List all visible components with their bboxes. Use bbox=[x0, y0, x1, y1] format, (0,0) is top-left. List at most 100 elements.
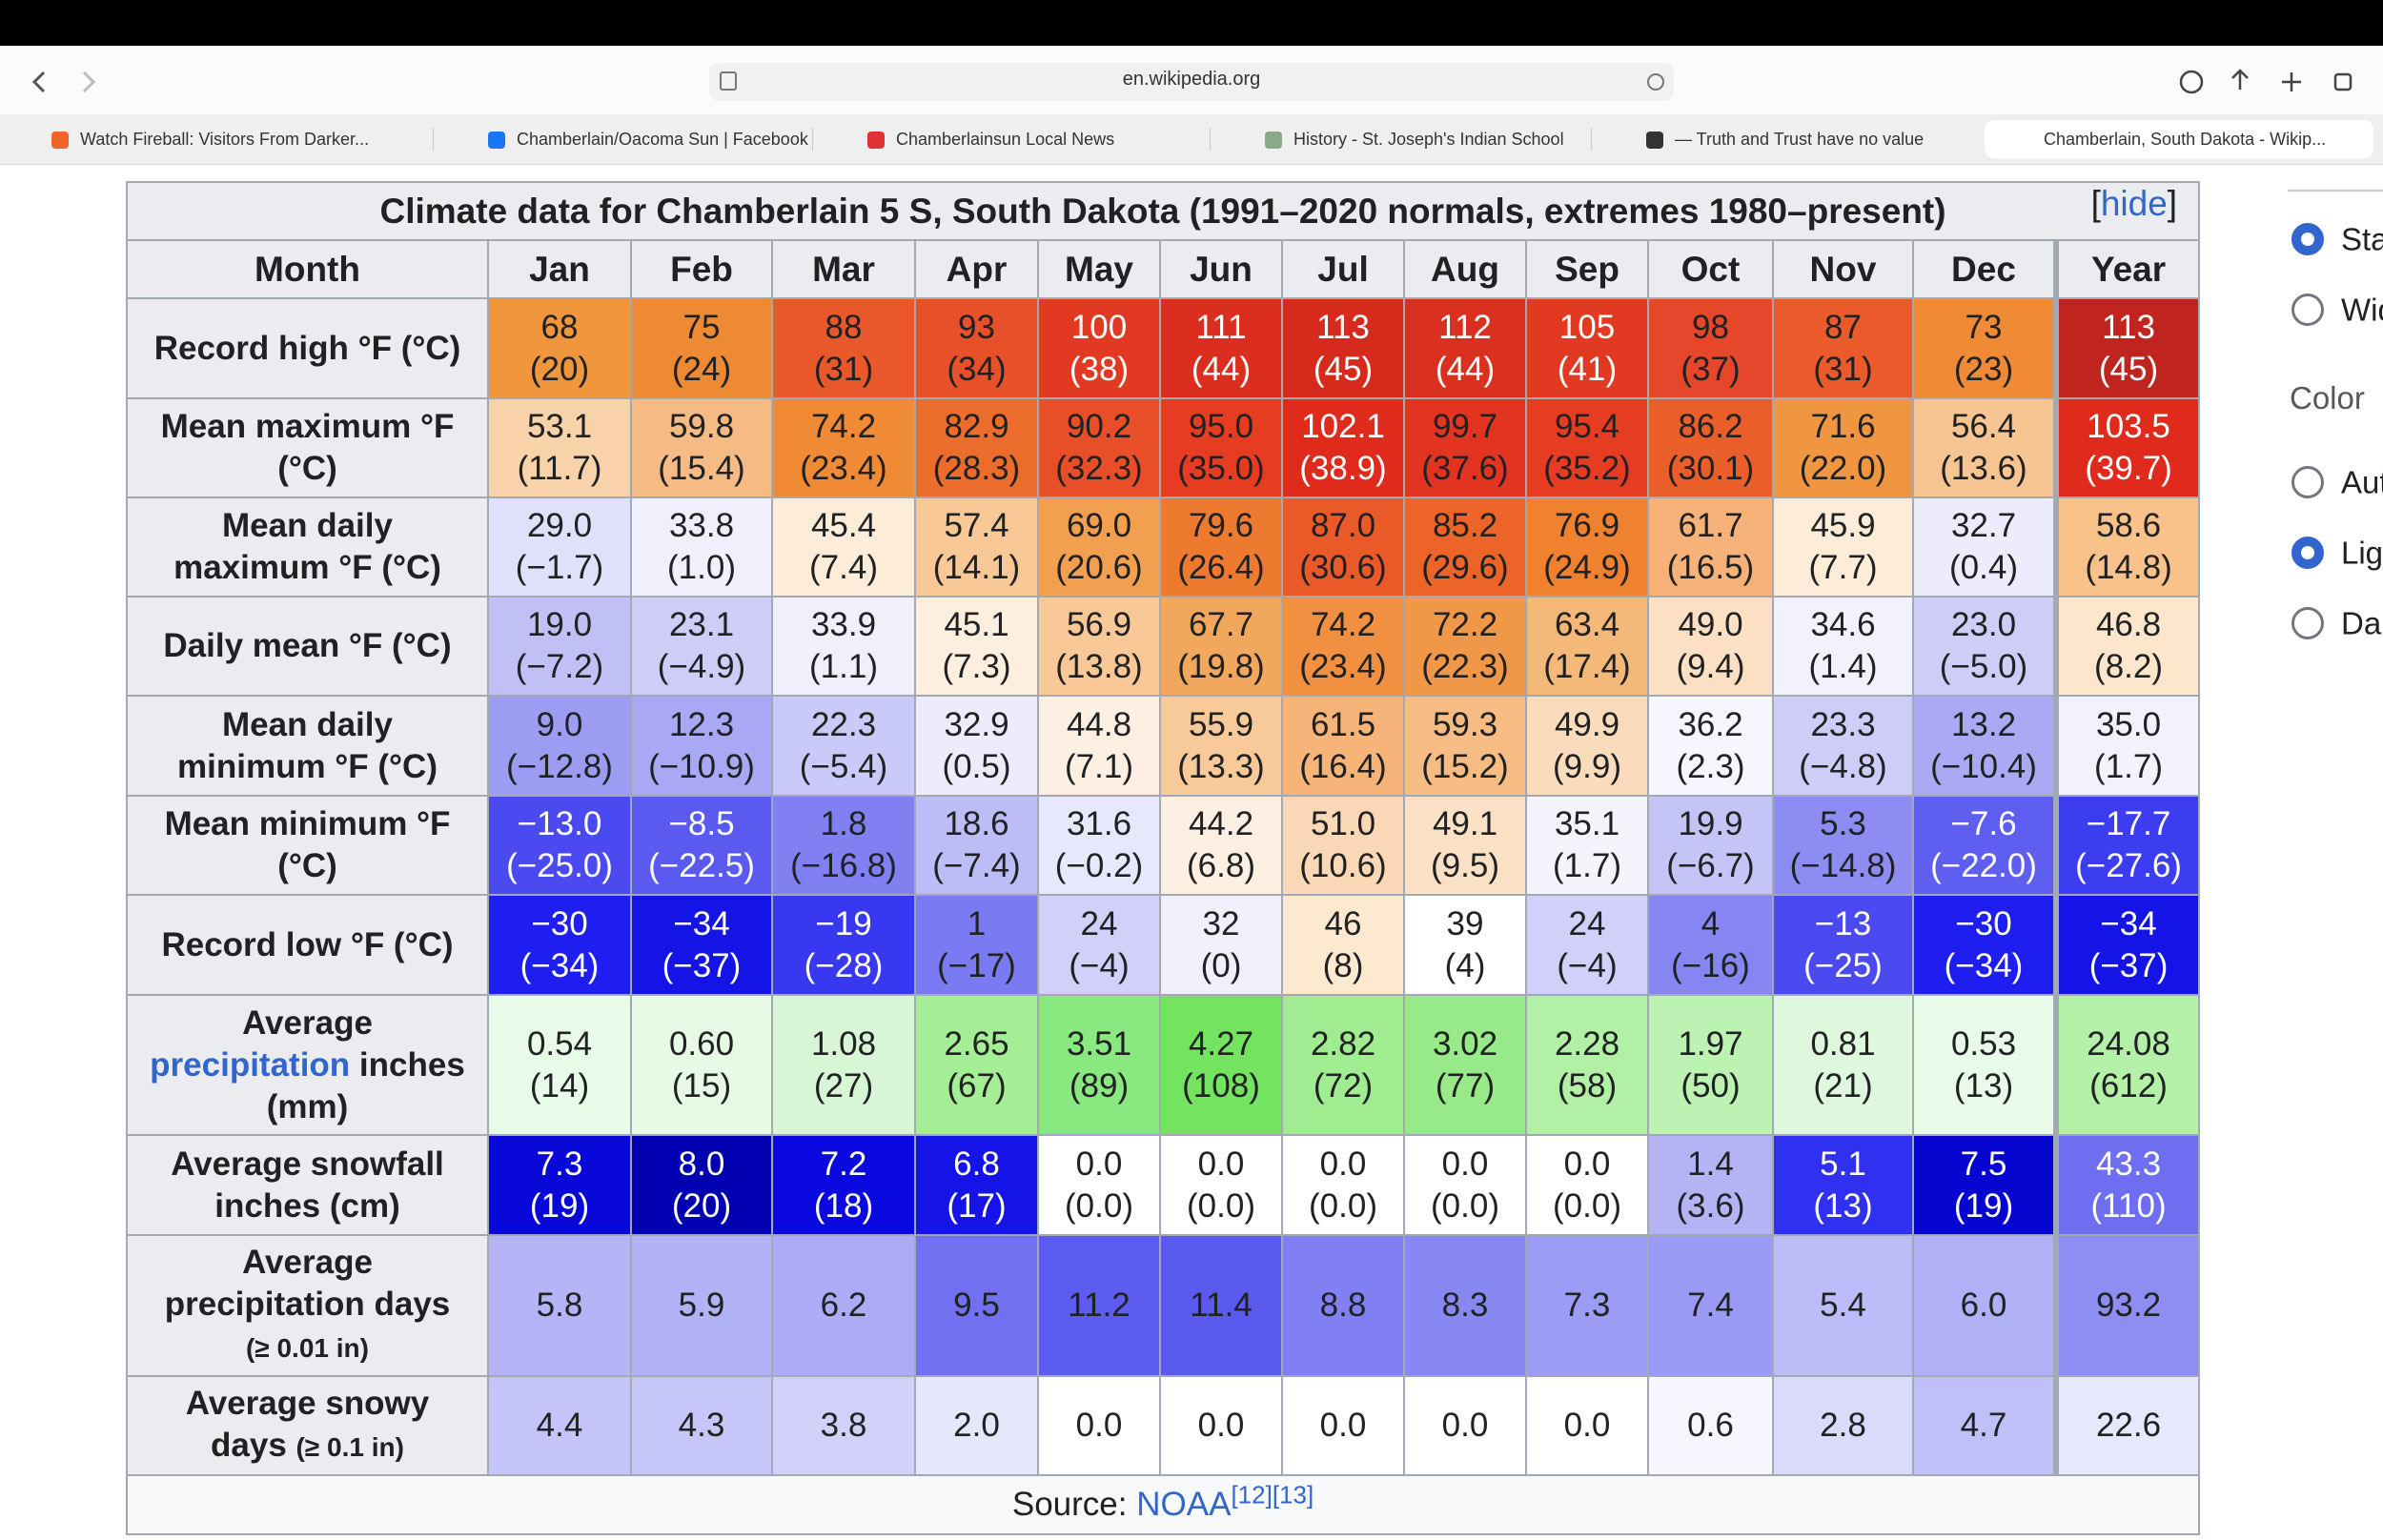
hide-link[interactable]: hide bbox=[2100, 184, 2168, 223]
data-cell: 0.0 (0.0) bbox=[1403, 1134, 1527, 1236]
data-cell: 7.3 (19) bbox=[487, 1134, 632, 1236]
label-link[interactable]: precipitation bbox=[150, 1045, 351, 1084]
radio[interactable] bbox=[2291, 607, 2324, 640]
data-row: Mean minimum °F (°C) −13.0 (−25.0) −8.5 (−… bbox=[126, 795, 2201, 896]
data-cell: −34 (−37) bbox=[630, 894, 773, 996]
column-header: May bbox=[1037, 239, 1161, 299]
column-header: Year bbox=[2052, 239, 2201, 299]
radio-option[interactable]: Dark bbox=[2288, 603, 2383, 641]
radio-option[interactable]: Standard bbox=[2288, 219, 2383, 257]
data-cell: 59.3 (15.2) bbox=[1403, 695, 1527, 797]
column-header: Jun bbox=[1159, 239, 1283, 299]
data-cell: 61.7 (16.5) bbox=[1647, 496, 1774, 598]
label-text: (≥ 0.1 in) bbox=[295, 1432, 404, 1462]
data-cell: 23.0 (−5.0) bbox=[1912, 596, 2057, 697]
bracket: [ bbox=[2090, 184, 2101, 223]
data-row: Record low °F (°C) −30 (−34) −34 (−37) −19 … bbox=[126, 894, 2201, 996]
column-header: Mar bbox=[771, 239, 916, 299]
radio-option[interactable]: Wide bbox=[2288, 290, 2383, 328]
data-row: Average precipitation days (≥ 0.01 in) 5.… bbox=[126, 1234, 2201, 1377]
tab-title: Chamberlainsun Local News bbox=[896, 130, 1115, 149]
url[interactable]: en.wikipedia.org bbox=[1122, 69, 1261, 90]
data-cell: −7.6 (−22.0) bbox=[1912, 795, 2057, 896]
data-cell: 113 (45) bbox=[1281, 297, 1405, 399]
tab[interactable]: — Truth and Trust have no value bbox=[1606, 120, 1978, 158]
data-cell: 0.0 bbox=[1403, 1375, 1527, 1476]
column-header: Feb bbox=[630, 239, 773, 299]
data-cell: 6.0 bbox=[1912, 1234, 2057, 1377]
tab[interactable]: History - St. Joseph's Indian School bbox=[1225, 120, 1597, 158]
appearance-panel: Standard Wide Color Automatic Light Dark bbox=[2288, 190, 2383, 1047]
data-cell: 23.1 (−4.9) bbox=[630, 596, 773, 697]
tab-title: Chamberlain, South Dakota - Wikip... bbox=[2044, 130, 2327, 149]
tabs-overview[interactable] bbox=[2333, 72, 2352, 91]
data-cell: 5.9 bbox=[630, 1234, 773, 1377]
forward[interactable] bbox=[82, 71, 96, 93]
tab-icon bbox=[1646, 132, 1663, 149]
tab[interactable]: Chamberlain, South Dakota - Wikip... bbox=[1985, 120, 2373, 158]
reload[interactable] bbox=[1647, 73, 1664, 91]
data-cell: 0.81 (21) bbox=[1772, 994, 1914, 1136]
data-cell: 11.2 bbox=[1037, 1234, 1161, 1377]
tab[interactable]: Chamberlain/Oacoma Sun | Facebook bbox=[448, 120, 820, 158]
back[interactable] bbox=[31, 71, 46, 93]
share[interactable] bbox=[2231, 69, 2249, 90]
reference[interactable]: [12] bbox=[1231, 1480, 1273, 1510]
data-cell: 102.1 (38.9) bbox=[1281, 397, 1405, 498]
data-cell: 43.3 (110) bbox=[2052, 1134, 2201, 1236]
data-cell: 29.0 (−1.7) bbox=[487, 496, 632, 598]
radio[interactable] bbox=[2291, 294, 2324, 327]
data-cell: 1.97 (50) bbox=[1647, 994, 1774, 1136]
data-cell: −17.7 (−27.6) bbox=[2052, 795, 2201, 896]
data-cell: 4.7 bbox=[1912, 1375, 2057, 1476]
data-cell: 6.8 (17) bbox=[914, 1134, 1039, 1236]
data-cell: 105 (41) bbox=[1525, 297, 1649, 399]
toolbar: en.wikipedia.org bbox=[0, 46, 2383, 114]
data-cell: 8.3 bbox=[1403, 1234, 1527, 1377]
address-bar[interactable] bbox=[709, 63, 1674, 101]
data-cell: 7.3 bbox=[1525, 1234, 1649, 1377]
data-cell: −34 (−37) bbox=[2052, 894, 2201, 996]
radio-option[interactable]: Automatic bbox=[2288, 462, 2383, 500]
data-cell: 6.2 bbox=[771, 1234, 916, 1377]
row-label: Mean minimum °F (°C) bbox=[126, 795, 489, 896]
data-cell: 99.7 (37.6) bbox=[1403, 397, 1527, 498]
data-cell: 100 (38) bbox=[1037, 297, 1161, 399]
climate-table: Climate data for Chamberlain 5 S, South … bbox=[125, 181, 2201, 1535]
data-cell: 45.4 (7.4) bbox=[771, 496, 916, 598]
downloads[interactable] bbox=[2179, 70, 2204, 94]
data-cell: 111 (44) bbox=[1159, 297, 1283, 399]
data-cell: 68 (20) bbox=[487, 297, 632, 399]
data-cell: 7.5 (19) bbox=[1912, 1134, 2057, 1236]
data-cell: 57.4 (14.1) bbox=[914, 496, 1039, 598]
header-row: Month Jan Feb Mar Apr May Jun Jul Aug Sep Oct Nov De… bbox=[126, 239, 2201, 299]
data-cell: 0.53 (13) bbox=[1912, 994, 2057, 1136]
tab-title: History - St. Joseph's Indian School bbox=[1293, 130, 1564, 149]
radio[interactable] bbox=[2291, 537, 2324, 570]
data-cell: 0.0 bbox=[1159, 1375, 1283, 1476]
radio-option[interactable]: Light bbox=[2288, 533, 2383, 571]
new-tab[interactable] bbox=[2282, 72, 2301, 91]
data-cell: 2.28 (58) bbox=[1525, 994, 1649, 1136]
radio[interactable] bbox=[2291, 223, 2324, 256]
tab[interactable]: Watch Fireball: Visitors From Darker... bbox=[11, 120, 431, 158]
data-cell: 36.2 (2.3) bbox=[1647, 695, 1774, 797]
tab-icon bbox=[2017, 132, 2034, 149]
data-cell: 63.4 (17.4) bbox=[1525, 596, 1649, 697]
tab-title: Watch Fireball: Visitors From Darker... bbox=[80, 130, 370, 149]
data-cell: 5.8 bbox=[487, 1234, 632, 1377]
data-cell: −8.5 (−22.5) bbox=[630, 795, 773, 896]
table-title: Climate data for Chamberlain 5 S, South … bbox=[125, 181, 2201, 241]
data-cell: 5.1 (13) bbox=[1772, 1134, 1914, 1236]
tab[interactable]: Chamberlainsun Local News bbox=[827, 120, 1209, 158]
data-cell: 0.0 bbox=[1037, 1375, 1161, 1476]
reference[interactable]: [13] bbox=[1272, 1480, 1314, 1510]
data-cell: 11.4 bbox=[1159, 1234, 1283, 1377]
source-link[interactable]: NOAA bbox=[1136, 1486, 1232, 1523]
radio[interactable] bbox=[2291, 466, 2324, 499]
data-cell: 1.8 (−16.8) bbox=[771, 795, 916, 896]
data-cell: 31.6 (−0.2) bbox=[1037, 795, 1161, 896]
data-cell: 49.9 (9.9) bbox=[1525, 695, 1649, 797]
reader-icon[interactable] bbox=[720, 71, 737, 91]
